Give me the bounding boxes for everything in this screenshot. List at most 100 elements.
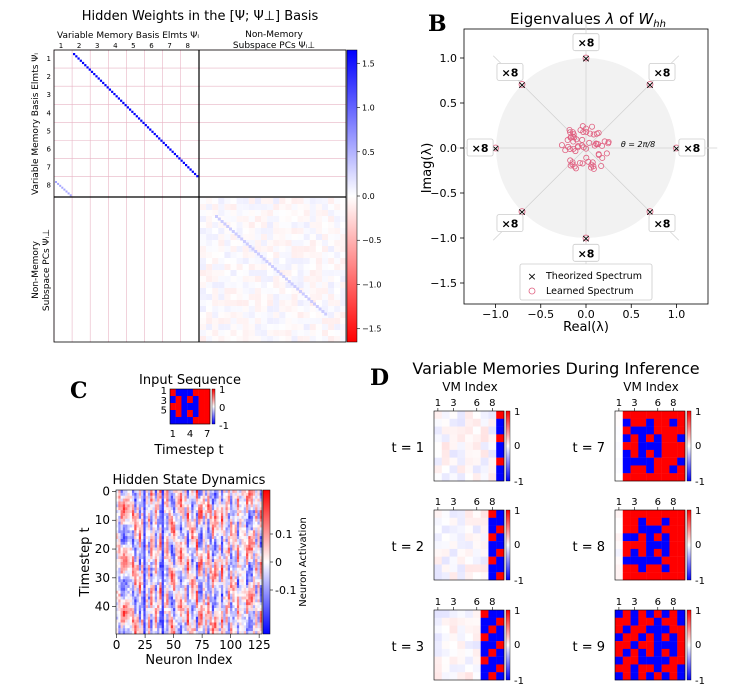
panel-a-nonmemory-cell (309, 336, 316, 342)
hidden-cell (211, 631, 215, 635)
hidden-cell (161, 492, 165, 496)
hidden-cell (200, 515, 203, 519)
hidden-cell (184, 556, 187, 560)
hidden-cell (131, 582, 135, 586)
vm-cell (646, 465, 655, 474)
panel-a-nonmemory-cell (285, 276, 292, 282)
vm-cell (669, 510, 678, 518)
hidden-cell (202, 524, 206, 528)
hidden-cell (259, 608, 263, 612)
hidden-cell (173, 562, 176, 566)
vm-cell (465, 656, 474, 665)
hidden-cell (177, 507, 181, 511)
hidden-cell (227, 513, 231, 517)
panel-a-nonmemory-cell (261, 234, 268, 240)
hidden-cell (189, 593, 192, 597)
hidden-cell (122, 625, 126, 629)
hidden-cell (243, 570, 247, 574)
hidden-cell (218, 570, 222, 574)
hidden-cell (191, 599, 194, 603)
hidden-cell (195, 544, 199, 548)
panel-a-nonmemory-cell (224, 246, 231, 252)
hidden-cell (225, 567, 228, 571)
hidden-xtick-label: 25 (137, 638, 152, 652)
vm-cell (449, 548, 458, 557)
hidden-cell (250, 582, 254, 586)
legend-circle-icon (528, 287, 536, 295)
hidden-cell (150, 538, 153, 542)
hidden-cell (255, 596, 258, 600)
hidden-cell (230, 616, 233, 620)
hidden-cell (243, 585, 247, 589)
panel-a-nonmemory-cell (267, 276, 274, 282)
hidden-cell (179, 504, 183, 508)
hidden-cell (200, 498, 203, 502)
hidden-cell (159, 587, 162, 591)
vm-cell (480, 411, 489, 419)
hidden-cell (147, 504, 151, 508)
panel-a-nonmemory-cell (212, 318, 219, 324)
hidden-cell (141, 585, 144, 589)
hidden-cell (141, 544, 144, 548)
panel-a-nonmemory-cell (248, 228, 255, 234)
hidden-cell (230, 553, 233, 557)
hidden-cell (193, 527, 196, 531)
vm-frame (614, 410, 686, 482)
hidden-cell (236, 515, 240, 519)
panel-a-diag-cell (193, 172, 197, 176)
vm-cell (638, 664, 647, 673)
panel-a-diag-cell (180, 159, 183, 162)
hidden-cell (134, 521, 137, 525)
panel-a-nonmemory-cell (309, 228, 316, 234)
vm-cell (653, 672, 662, 681)
hidden-cell (209, 562, 212, 566)
panel-a-nonmemory-cell (303, 216, 310, 222)
vm-cell (449, 633, 458, 642)
panel-a-nonmemory-cell (230, 204, 237, 210)
hidden-cell (246, 622, 249, 626)
hidden-cell (145, 567, 149, 571)
hidden-cell (209, 622, 212, 626)
panel-a-nonmemory-cell (279, 234, 286, 240)
vm-cell (465, 418, 474, 427)
hidden-cell (252, 567, 256, 571)
hidden-cell (184, 590, 187, 594)
hidden-cell (207, 524, 210, 528)
hidden-cell (125, 608, 128, 612)
vm-cell (669, 465, 678, 474)
vm-cell (480, 449, 489, 458)
hidden-cell (211, 625, 215, 629)
vm-cell (496, 564, 505, 573)
vm-cell (465, 564, 474, 573)
panel-a-nonmemory-cell (200, 294, 207, 300)
panel-a-nonmemory-cell (206, 222, 213, 228)
vm-xtick-label: 3 (631, 398, 637, 409)
hidden-cell (154, 504, 158, 508)
panel-a-nonmemory-cell (261, 222, 268, 228)
panel-a-diag-cell (189, 168, 192, 171)
hidden-cell (157, 610, 160, 614)
hidden-cell (218, 616, 222, 620)
hidden-cell (204, 610, 208, 614)
vm-cell (496, 510, 505, 518)
hidden-cell (136, 498, 139, 502)
hidden-cell (145, 556, 149, 560)
hidden-cell (175, 547, 178, 551)
hidden-cell (202, 573, 206, 577)
hidden-cell (186, 587, 190, 591)
panel-a-nonmemory-cell (254, 240, 261, 246)
hidden-cell (116, 605, 119, 609)
hidden-cell (239, 547, 242, 551)
hidden-cell (125, 518, 128, 522)
hidden-cell (163, 605, 167, 609)
hidden-cell (131, 515, 135, 519)
hidden-cell (232, 490, 235, 494)
hidden-cell (234, 518, 238, 522)
vm-xtick-label: 8 (670, 497, 676, 508)
hidden-cell (163, 573, 167, 577)
hidden-cell (186, 515, 190, 519)
hidden-cell (243, 605, 247, 609)
hidden-cell (207, 593, 210, 597)
hidden-cell (234, 490, 238, 494)
hidden-cell (220, 567, 224, 571)
